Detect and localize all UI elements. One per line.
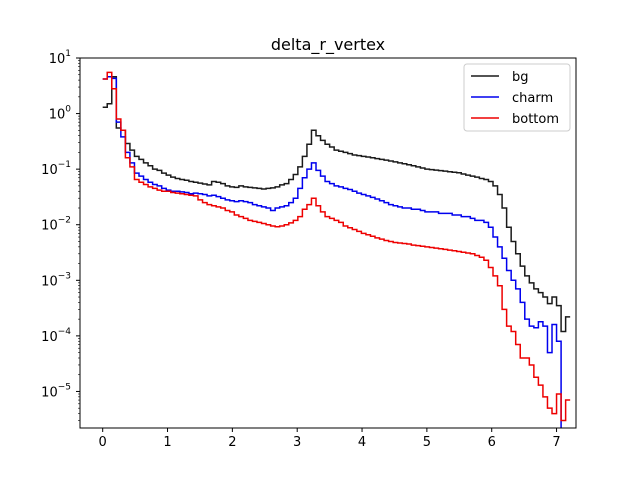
legend-label-charm: charm	[512, 91, 553, 106]
legend: bg charm bottom	[463, 63, 571, 132]
plot-frame	[79, 57, 577, 429]
y-tick-label: 10−4	[41, 327, 71, 345]
chart-title: delta_r_vertex	[271, 35, 385, 55]
legend-label-bottom: bottom	[512, 112, 559, 127]
x-tick-label: 3	[293, 435, 301, 450]
series-bottom-line	[102, 71, 571, 422]
y-tick-label: 100	[49, 105, 72, 123]
y-tick-label: 101	[49, 49, 71, 67]
series-layer	[102, 71, 571, 428]
x-tick-label: 2	[228, 435, 236, 450]
series-charm-line	[102, 75, 562, 428]
y-axis: 101 100 10−1 10−2 10−3 10−4 10−5	[41, 49, 80, 421]
legend-label-bg: bg	[512, 70, 529, 85]
x-tick-label: 0	[99, 435, 107, 450]
legend-frame	[463, 63, 571, 132]
x-tick-label: 7	[552, 435, 560, 450]
x-tick-label: 6	[488, 435, 496, 450]
x-tick-label: 1	[163, 435, 171, 450]
y-tick-label: 10−2	[41, 216, 71, 234]
series-bg-line	[102, 75, 571, 333]
x-tick-label: 5	[423, 435, 431, 450]
x-tick-label: 4	[358, 435, 366, 450]
y-tick-label: 10−1	[41, 160, 71, 178]
y-tick-label: 10−5	[41, 382, 71, 400]
x-axis: 0 1 2 3 4 5 6 7	[99, 428, 561, 450]
y-tick-label: 10−3	[41, 271, 71, 289]
